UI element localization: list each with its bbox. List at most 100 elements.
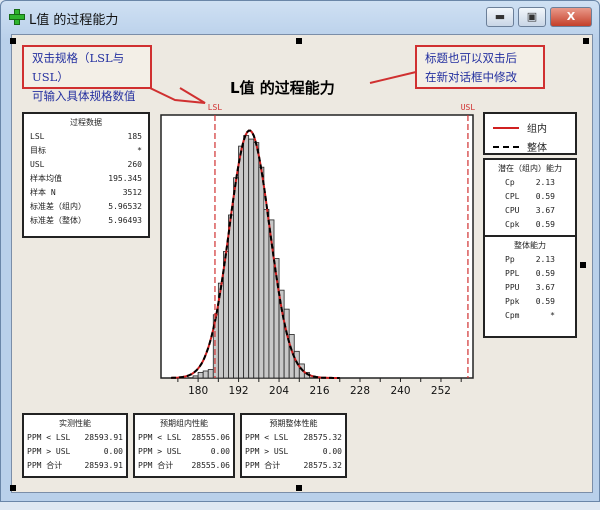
x-tick-label: 216 <box>310 385 330 397</box>
stat-value: 0.59 <box>535 192 555 201</box>
spec-label[interactable]: USL <box>461 103 476 112</box>
stat-value: 0.00 <box>210 447 230 456</box>
selection-handle[interactable] <box>10 38 16 44</box>
performance-title: 实测性能 <box>59 419 91 428</box>
stat-label: PPM > USL <box>27 447 71 456</box>
stat-label: Cpm <box>505 311 520 320</box>
stat-label: PPM < LSL <box>138 433 182 442</box>
stat-value: * <box>550 311 555 320</box>
stat-value: 2.13 <box>535 178 555 187</box>
spec-label[interactable]: LSL <box>208 103 223 112</box>
x-tick-label: 252 <box>431 385 451 397</box>
performance-box: 预期整体性能 PPM < LSL 28575.32 PPM > USL 0.00 PPM … <box>240 413 347 478</box>
title-bar[interactable]: L值 的过程能力 ▬ ▣ X <box>1 1 599 33</box>
x-tick-label: 192 <box>229 385 249 397</box>
window-title: L值 的过程能力 <box>29 13 119 28</box>
capability-box: 潜在（组内）能力 Cp 2.13 CPL 0.59 CPU 3.67 Cpk 0.59 整体能… <box>483 158 577 338</box>
stat-row: Pp 2.13 <box>499 253 561 267</box>
chart-title[interactable]: L值 的过程能力 <box>230 79 335 97</box>
histogram-bar <box>243 135 250 379</box>
stat-row: 标准差（组内） 5.96532 <box>24 200 148 214</box>
stat-label: 样本 N <box>30 188 56 197</box>
stat-value: 5.96493 <box>108 216 142 225</box>
stat-row: 标准差（整体） 5.96493 <box>24 214 148 228</box>
stat-label: PPM > USL <box>245 447 289 456</box>
stat-row: PPM < LSL 28555.06 <box>135 431 233 445</box>
histogram-bar <box>253 142 260 379</box>
performance-box: 实测性能 PPM < LSL 28593.91 PPM > USL 0.00 PPM 合计… <box>22 413 128 478</box>
selection-handle[interactable] <box>583 38 589 44</box>
selection-handle[interactable] <box>296 38 302 44</box>
legend-item-overall: 整体 <box>493 139 575 154</box>
stat-label: CPU <box>505 206 520 215</box>
stat-value: 0.59 <box>535 220 555 229</box>
callout-pointer-right <box>369 71 417 84</box>
stat-label: PPU <box>505 283 520 292</box>
stat-row: CPU 3.67 <box>499 204 561 218</box>
callout-line: 标题也可以双击后 <box>425 51 517 65</box>
stat-label: 样本均值 <box>30 174 62 183</box>
stat-label: 标准差（整体） <box>30 216 86 225</box>
plot-area <box>160 114 474 379</box>
histogram-bar <box>258 166 265 379</box>
legend-label: 整体 <box>527 143 547 154</box>
stat-row: PPM > USL 0.00 <box>135 445 233 459</box>
x-tick-label: 180 <box>188 385 208 397</box>
stat-row: CPL 0.59 <box>499 190 561 204</box>
stat-value: 28593.91 <box>84 433 123 442</box>
stat-row: Ppk 0.59 <box>499 295 561 309</box>
stat-label: PPM > USL <box>138 447 182 456</box>
fit-curve-within <box>171 129 340 379</box>
stat-row: USL 260 <box>24 158 148 172</box>
x-tick-label: 240 <box>390 385 410 397</box>
stat-row: PPM 合计 28575.32 <box>242 459 345 473</box>
legend-swatch-solid <box>493 126 519 129</box>
stat-value: 28593.91 <box>84 461 123 470</box>
stat-row: PPL 0.59 <box>499 267 561 281</box>
histogram-bar <box>263 208 270 379</box>
stat-value: 260 <box>127 160 142 169</box>
selection-handle[interactable] <box>296 485 302 491</box>
stat-value: 28575.32 <box>303 433 342 442</box>
stat-label: USL <box>30 160 45 169</box>
stat-label: Cp <box>505 178 515 187</box>
histogram-bar <box>207 369 214 379</box>
callout-line: 可输入具体规格数值 <box>32 89 136 103</box>
stat-label: PPM < LSL <box>27 433 71 442</box>
legend: 组内 整体 <box>483 112 577 155</box>
histogram-bar <box>197 371 204 379</box>
stat-value: 3.67 <box>535 283 555 292</box>
stat-label: Ppk <box>505 297 520 306</box>
callout-title-hint: 标题也可以双击后 在新对话框中修改 <box>415 45 545 89</box>
maximize-button[interactable]: ▣ <box>518 7 546 27</box>
overall-title: 整体能力 <box>514 241 546 250</box>
minimize-button[interactable]: ▬ <box>486 7 514 27</box>
histogram-bar <box>233 177 239 379</box>
stat-row: LSL 185 <box>24 130 148 144</box>
histogram-bar <box>192 375 199 379</box>
selection-handle[interactable] <box>580 262 586 268</box>
stat-row: 样本均值 195.345 <box>24 172 148 186</box>
stat-row: PPU 3.67 <box>499 281 561 295</box>
stat-label: 目标 <box>30 146 46 155</box>
stat-label: CPL <box>505 192 520 201</box>
callout-line: 双击规格（LSL与USL） <box>32 51 125 84</box>
histogram-bar <box>202 370 209 379</box>
legend-item-within: 组内 <box>493 120 575 135</box>
close-button[interactable]: X <box>550 7 592 27</box>
stat-row: Cp 2.13 <box>499 176 561 190</box>
stat-label: PPM 合计 <box>138 461 174 470</box>
stat-label: PPM 合计 <box>27 461 63 470</box>
selection-handle[interactable] <box>10 485 16 491</box>
process-data-box: 过程数据 LSL 185 目标 * USL 260 样本均值 195.345 样本 N 3512 标… <box>22 112 150 238</box>
stat-value: 3512 <box>122 188 142 197</box>
histogram-bar <box>238 145 245 379</box>
callout-pointer-left <box>149 87 206 104</box>
process-data-title: 过程数据 <box>70 118 102 127</box>
stat-value: 0.00 <box>103 447 123 456</box>
callout-line: 在新对话框中修改 <box>425 70 517 84</box>
stat-label: PPM 合计 <box>245 461 281 470</box>
stat-label: Pp <box>505 255 515 264</box>
stat-row: PPM > USL 0.00 <box>242 445 345 459</box>
stat-row: PPM 合计 28593.91 <box>24 459 126 473</box>
